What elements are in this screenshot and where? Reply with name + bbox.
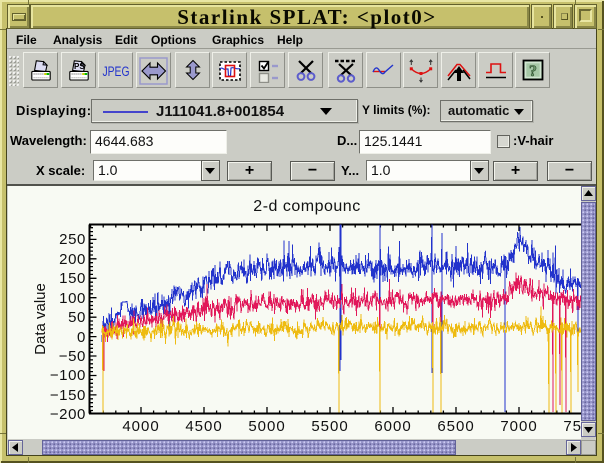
svg-text:100: 100 [59, 290, 86, 307]
svg-text:−100: −100 [50, 367, 86, 384]
svg-text:200: 200 [59, 251, 86, 268]
svg-text:50: 50 [68, 309, 86, 326]
svg-text:−150: −150 [50, 387, 86, 404]
svg-text:?: ? [529, 63, 537, 80]
svg-text:5000: 5000 [248, 418, 285, 435]
svg-text:6000: 6000 [374, 418, 411, 435]
svg-text:150: 150 [59, 270, 86, 287]
svg-text:PS: PS [74, 62, 85, 71]
svg-text:7500: 7500 [563, 418, 581, 435]
svg-text:6500: 6500 [437, 418, 474, 435]
svg-text:−50: −50 [59, 348, 86, 365]
svg-text:−200: −200 [50, 406, 86, 423]
svg-text:2-d compounc: 2-d compounc [253, 198, 360, 215]
svg-text:250: 250 [59, 231, 86, 248]
svg-text:5500: 5500 [311, 418, 348, 435]
svg-text:4500: 4500 [185, 418, 222, 435]
svg-text:7000: 7000 [500, 418, 537, 435]
svg-text:JPEG: JPEG [103, 64, 130, 79]
svg-text:0: 0 [77, 329, 86, 346]
svg-text:4000: 4000 [122, 418, 159, 435]
svg-text:Data value: Data value [32, 283, 49, 355]
